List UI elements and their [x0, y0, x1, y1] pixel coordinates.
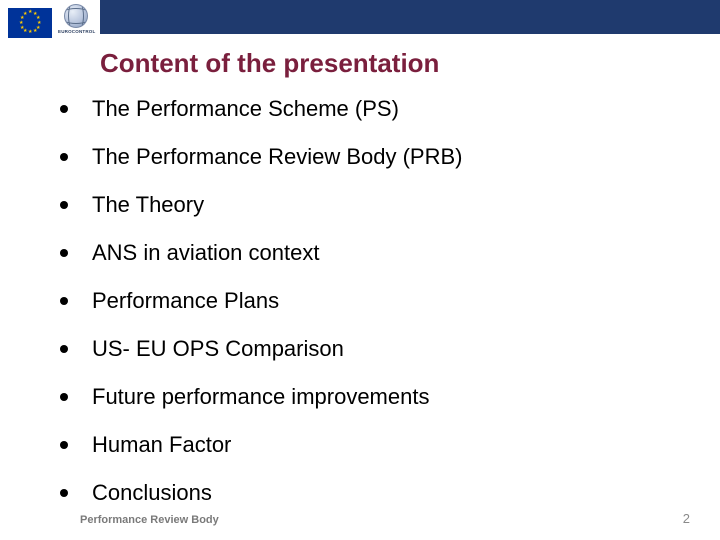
bullet-dot-icon — [60, 249, 68, 257]
bullet-dot-icon — [60, 441, 68, 449]
bullet-dot-icon — [60, 489, 68, 497]
header-bar — [100, 0, 720, 34]
bullet-dot-icon — [60, 105, 68, 113]
list-item-text: The Performance Scheme (PS) — [92, 96, 399, 122]
footer-label: Performance Review Body — [80, 514, 219, 526]
eu-stars: ★ ★ ★ ★ ★ ★ ★ ★ ★ ★ ★ ★ — [18, 11, 42, 35]
page-number: 2 — [683, 511, 690, 526]
list-item: Performance Plans — [60, 288, 680, 314]
list-item-text: The Performance Review Body (PRB) — [92, 144, 462, 170]
eurocontrol-label: EUROCONTROL — [58, 29, 94, 34]
bullet-dot-icon — [60, 393, 68, 401]
list-item-text: Performance Plans — [92, 288, 279, 314]
list-item-text: Future performance improvements — [92, 384, 429, 410]
list-item: Conclusions — [60, 480, 680, 506]
bullet-dot-icon — [60, 201, 68, 209]
globe-icon — [64, 4, 88, 28]
bullet-dot-icon — [60, 153, 68, 161]
bullet-list: The Performance Scheme (PS) The Performa… — [60, 96, 680, 528]
list-item: Future performance improvements — [60, 384, 680, 410]
list-item: Human Factor — [60, 432, 680, 458]
page-title: Content of the presentation — [100, 48, 439, 79]
list-item: The Performance Scheme (PS) — [60, 96, 680, 122]
list-item-text: ANS in aviation context — [92, 240, 319, 266]
eurocontrol-logo: EUROCONTROL — [58, 4, 94, 40]
list-item-text: The Theory — [92, 192, 204, 218]
list-item: ANS in aviation context — [60, 240, 680, 266]
list-item: US- EU OPS Comparison — [60, 336, 680, 362]
list-item: The Performance Review Body (PRB) — [60, 144, 680, 170]
bullet-dot-icon — [60, 345, 68, 353]
list-item-text: US- EU OPS Comparison — [92, 336, 344, 362]
list-item-text: Conclusions — [92, 480, 212, 506]
list-item-text: Human Factor — [92, 432, 231, 458]
eu-flag-icon: ★ ★ ★ ★ ★ ★ ★ ★ ★ ★ ★ ★ — [8, 8, 52, 38]
bullet-dot-icon — [60, 297, 68, 305]
list-item: The Theory — [60, 192, 680, 218]
